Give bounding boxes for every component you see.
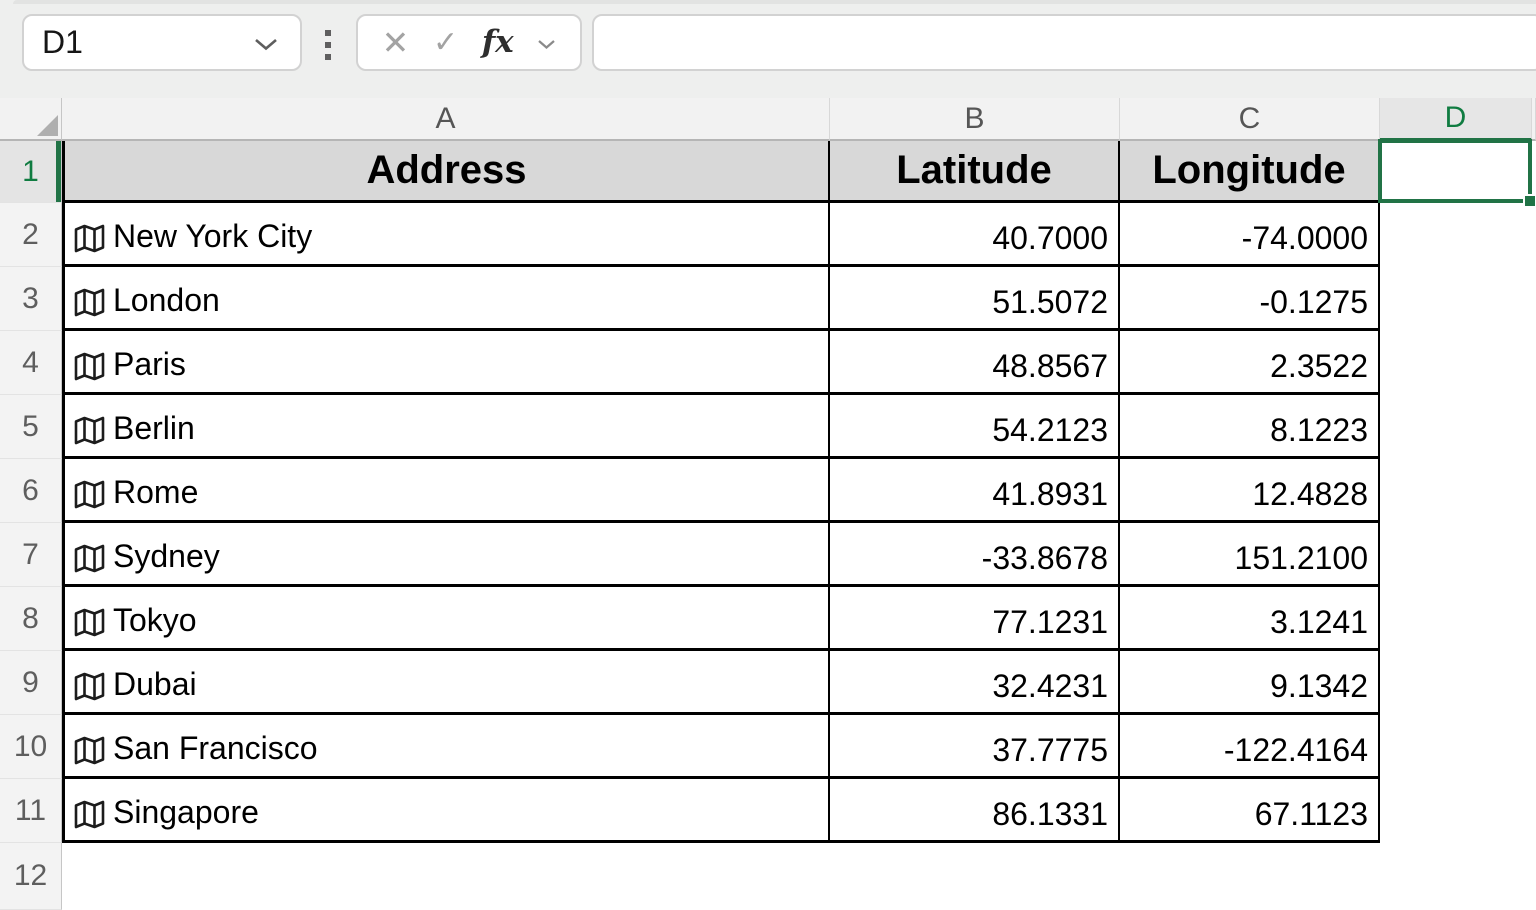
more-vertical-icon[interactable] xyxy=(325,30,331,60)
city-label: Rome xyxy=(113,474,199,510)
select-all-button[interactable] xyxy=(0,98,62,141)
row-header-5[interactable]: 5 xyxy=(0,395,62,459)
formula-input[interactable] xyxy=(592,14,1536,71)
cell-A4[interactable]: Paris xyxy=(62,331,830,395)
formula-bar: D1 ✕ ✓ fx xyxy=(0,0,1536,98)
cancel-button[interactable]: ✕ xyxy=(381,24,410,61)
city-label: San Francisco xyxy=(113,730,318,766)
map-icon xyxy=(74,608,105,637)
row-header-1[interactable]: 1 xyxy=(0,141,62,203)
cell-C5[interactable]: 8.1223 xyxy=(1120,395,1380,459)
map-icon xyxy=(74,224,105,253)
cell-C3[interactable]: -0.1275 xyxy=(1120,267,1380,331)
ribbon-bottom-edge xyxy=(13,0,1536,4)
city-label: Sydney xyxy=(113,538,220,574)
map-icon xyxy=(74,416,105,445)
map-icon xyxy=(74,736,105,765)
column-header-A[interactable]: A xyxy=(62,98,830,141)
cell-C9[interactable]: 9.1342 xyxy=(1120,651,1380,715)
city-label: Singapore xyxy=(113,794,259,830)
cell-A11[interactable]: Singapore xyxy=(62,779,830,843)
insert-function-button[interactable]: fx xyxy=(481,24,514,60)
fill-handle[interactable] xyxy=(1523,194,1536,208)
name-box[interactable]: D1 xyxy=(22,14,302,71)
cell-C11[interactable]: 67.1123 xyxy=(1120,779,1380,843)
column-header-overflow xyxy=(1532,98,1536,141)
column-header-D[interactable]: D xyxy=(1380,98,1532,141)
cell-B6[interactable]: 41.8931 xyxy=(830,459,1120,523)
cell-B2[interactable]: 40.7000 xyxy=(830,203,1120,267)
cell-B8[interactable]: 77.1231 xyxy=(830,587,1120,651)
cell-A10[interactable]: San Francisco xyxy=(62,715,830,779)
cell-C7[interactable]: 151.2100 xyxy=(1120,523,1380,587)
cell-B4[interactable]: 48.8567 xyxy=(830,331,1120,395)
cell-B3[interactable]: 51.5072 xyxy=(830,267,1120,331)
cell-A6[interactable]: Rome xyxy=(62,459,830,523)
cell-A5[interactable]: Berlin xyxy=(62,395,830,459)
cell-C4[interactable]: 2.3522 xyxy=(1120,331,1380,395)
row-header-2[interactable]: 2 xyxy=(0,203,62,267)
cell-A2[interactable]: New York City xyxy=(62,203,830,267)
cell-C10[interactable]: -122.4164 xyxy=(1120,715,1380,779)
column-header-C[interactable]: C xyxy=(1120,98,1380,141)
city-label: London xyxy=(113,282,220,318)
map-icon xyxy=(74,544,105,573)
row-header-12[interactable]: 12 xyxy=(0,843,62,910)
enter-button[interactable]: ✓ xyxy=(433,25,459,59)
cell-B11[interactable]: 86.1331 xyxy=(830,779,1120,843)
row-header-9[interactable]: 9 xyxy=(0,651,62,715)
chevron-down-icon[interactable] xyxy=(254,38,278,51)
cell-B9[interactable]: 32.4231 xyxy=(830,651,1120,715)
cell-B7[interactable]: -33.8678 xyxy=(830,523,1120,587)
row-header-7[interactable]: 7 xyxy=(0,523,62,587)
cell-B5[interactable]: 54.2123 xyxy=(830,395,1120,459)
row-header-10[interactable]: 10 xyxy=(0,715,62,779)
map-icon xyxy=(74,352,105,381)
cell-C2[interactable]: -74.0000 xyxy=(1120,203,1380,267)
row-header-8[interactable]: 8 xyxy=(0,587,62,651)
map-icon xyxy=(74,672,105,701)
row-header-6[interactable]: 6 xyxy=(0,459,62,523)
cell-A7[interactable]: Sydney xyxy=(62,523,830,587)
column-header-B[interactable]: B xyxy=(830,98,1120,141)
cell-C1-longitude-header[interactable]: Longitude xyxy=(1120,141,1380,203)
chevron-down-icon[interactable] xyxy=(537,39,556,50)
formula-buttons: ✕ ✓ fx xyxy=(356,14,582,71)
row-header-11[interactable]: 11 xyxy=(0,779,62,843)
cell-B1-latitude-header[interactable]: Latitude xyxy=(830,141,1120,203)
city-label: Dubai xyxy=(113,666,197,702)
row-header-3[interactable]: 3 xyxy=(0,267,62,331)
cell-A1-address-header[interactable]: Address xyxy=(62,141,830,203)
city-label: Tokyo xyxy=(113,602,197,638)
city-label: New York City xyxy=(113,218,313,254)
city-label: Paris xyxy=(113,346,186,382)
name-box-value: D1 xyxy=(42,24,83,60)
city-label: Berlin xyxy=(113,410,195,446)
cell-A8[interactable]: Tokyo xyxy=(62,587,830,651)
cell-C6[interactable]: 12.4828 xyxy=(1120,459,1380,523)
map-icon xyxy=(74,480,105,509)
map-icon xyxy=(74,800,105,829)
map-icon xyxy=(74,288,105,317)
cell-A9[interactable]: Dubai xyxy=(62,651,830,715)
cell-B10[interactable]: 37.7775 xyxy=(830,715,1120,779)
selected-cell-D1[interactable] xyxy=(1378,139,1536,208)
row-header-4[interactable]: 4 xyxy=(0,331,62,395)
cell-A3[interactable]: London xyxy=(62,267,830,331)
cell-C8[interactable]: 3.1241 xyxy=(1120,587,1380,651)
